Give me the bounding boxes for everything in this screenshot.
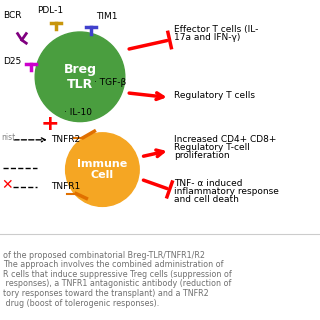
Text: · TGF-β: · TGF-β bbox=[94, 78, 127, 87]
Text: inflammatory response: inflammatory response bbox=[174, 187, 279, 196]
Text: Breg
TLR: Breg TLR bbox=[63, 63, 97, 91]
Text: BCR: BCR bbox=[3, 11, 22, 20]
Text: Immune
Cell: Immune Cell bbox=[77, 159, 128, 180]
Text: · IL-10: · IL-10 bbox=[64, 108, 92, 117]
Text: proliferation: proliferation bbox=[174, 151, 230, 160]
Text: Effector T cells (IL-: Effector T cells (IL- bbox=[174, 25, 259, 34]
Text: D25: D25 bbox=[3, 57, 21, 66]
Text: TNF- α induced: TNF- α induced bbox=[174, 179, 243, 188]
Text: Increased CD4+ CD8+: Increased CD4+ CD8+ bbox=[174, 135, 277, 144]
Circle shape bbox=[66, 133, 139, 206]
Text: and cell death: and cell death bbox=[174, 195, 239, 204]
Text: R cells that induce suppressive Treg cells (suppression of: R cells that induce suppressive Treg cel… bbox=[3, 270, 232, 279]
Text: responses), a TNFR1 antagonistic antibody (reduction of: responses), a TNFR1 antagonistic antibod… bbox=[3, 279, 232, 288]
Text: PDL-1: PDL-1 bbox=[37, 6, 63, 15]
Text: Regulatory T cells: Regulatory T cells bbox=[174, 91, 255, 100]
Text: TIM1: TIM1 bbox=[96, 12, 117, 21]
Text: The approach involves the combined administration of: The approach involves the combined admin… bbox=[3, 260, 224, 269]
Text: tory responses toward the transplant) and a TNFR2: tory responses toward the transplant) an… bbox=[3, 289, 209, 298]
Text: ✕: ✕ bbox=[2, 178, 13, 192]
Text: of the proposed combinatorial Breg-TLR/TNFR1/R2: of the proposed combinatorial Breg-TLR/T… bbox=[3, 251, 205, 260]
Text: 17a and IFN-γ): 17a and IFN-γ) bbox=[174, 33, 241, 42]
Text: nist: nist bbox=[2, 133, 16, 142]
Text: Regulatory T-cell: Regulatory T-cell bbox=[174, 143, 250, 152]
Circle shape bbox=[35, 32, 125, 122]
Text: drug (boost of tolerogenic responses).: drug (boost of tolerogenic responses). bbox=[3, 299, 159, 308]
Text: TNFR2: TNFR2 bbox=[51, 135, 80, 144]
Text: TNFR1: TNFR1 bbox=[51, 182, 80, 191]
Text: +: + bbox=[40, 114, 59, 134]
